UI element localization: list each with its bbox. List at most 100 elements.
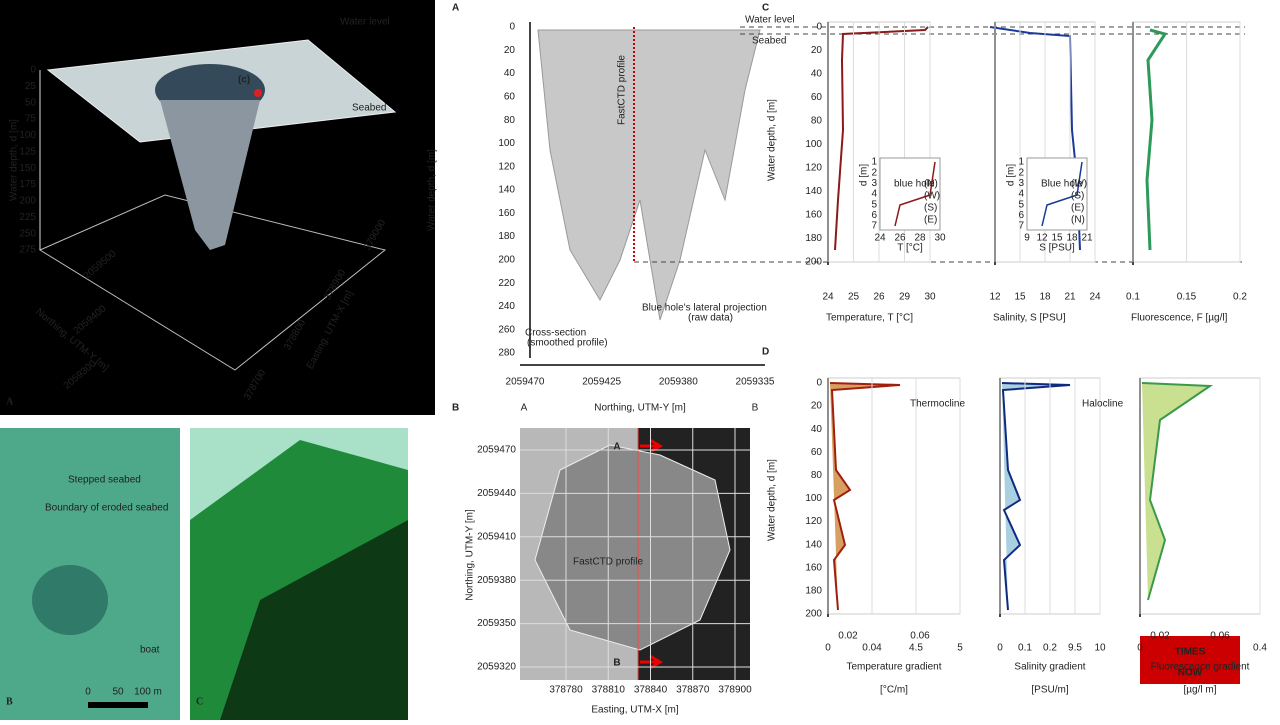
x-tick-label: 15 <box>1014 292 1026 303</box>
axis-label: [°C/m] <box>880 685 908 696</box>
watermark: TIMES <box>1175 647 1206 658</box>
x-tick-label: 30 <box>924 292 936 303</box>
y-tick-label: 80 <box>811 470 823 481</box>
x-tick-label: 15 <box>1051 233 1063 244</box>
label: (S) <box>924 203 937 214</box>
rock <box>220 520 408 720</box>
y-tick-label: 2059320 <box>477 662 516 673</box>
y-tick-label: 120 <box>498 161 515 172</box>
y-tick-label: 140 <box>498 185 515 196</box>
axis-label: Temperature, T [°C] <box>826 313 913 324</box>
y-tick-label: 25 <box>25 81 37 92</box>
label: Blue hole's lateral projection <box>642 303 767 314</box>
y-tick-label: 60 <box>811 447 823 458</box>
x-tick-label: 30 <box>934 233 946 244</box>
y-tick-label: 275 <box>19 245 36 256</box>
panel-label: B <box>452 403 459 414</box>
y-tick-label: 175 <box>19 179 36 190</box>
y-tick-label: 2059350 <box>477 618 516 629</box>
x-tick-label: 0.1 <box>1126 292 1140 303</box>
x-tick-label: 378840 <box>634 685 668 696</box>
label: B <box>752 403 759 414</box>
panel-label: C <box>762 3 769 14</box>
temp-profile <box>834 26 929 251</box>
label: (c) <box>238 75 250 86</box>
y-tick-label: 50 <box>25 97 37 108</box>
x-tick-label: 21 <box>1081 233 1093 244</box>
axis-label: [PSU/m] <box>1031 685 1068 696</box>
y-tick-label: 200 <box>805 609 822 620</box>
x-tick-label: 378780 <box>549 685 583 696</box>
axis-label: S [PSU] <box>1039 243 1075 254</box>
y-tick-label: 0 <box>30 65 36 76</box>
y-tick-label: 0 <box>816 378 822 389</box>
point-c <box>254 89 262 97</box>
panel-label: A <box>6 396 14 407</box>
x-tick-label: 12 <box>989 292 1001 303</box>
x-tick-label: 29 <box>899 292 911 303</box>
x-tick-label: 0.02 <box>1150 631 1170 642</box>
x-tick-label: 2059470 <box>506 377 545 388</box>
x-tick-label: 9.5 <box>1068 643 1082 654</box>
y-tick-label: 40 <box>811 424 823 435</box>
label: (W) <box>924 191 940 202</box>
y-tick-label: 200 <box>805 257 822 268</box>
y-tick-label: 240 <box>498 301 515 312</box>
x-tick-label: 0 <box>1137 643 1143 654</box>
y-tick-label: 180 <box>805 586 822 597</box>
y-tick-label: 220 <box>498 278 515 289</box>
y-tick-label: 2059470 <box>477 445 516 456</box>
axis-label: FastCTD profile <box>617 55 628 125</box>
x-tick-label: 24 <box>822 292 834 303</box>
axis-label: Fluorescence gradient <box>1151 662 1250 673</box>
temp-gradient <box>829 382 901 611</box>
y-tick-label: 20 <box>811 45 823 56</box>
label: Thermocline <box>910 399 965 410</box>
x-tick-label: 26 <box>894 233 906 244</box>
label: (N) <box>924 179 938 190</box>
x-tick-label: 9 <box>1024 233 1030 244</box>
label: blue hole <box>894 179 935 190</box>
y-tick-label: 100 <box>19 130 36 141</box>
label: (S) <box>1071 191 1084 202</box>
label: boat <box>140 645 160 656</box>
axis-label: Northing, UTM-Y [m] <box>465 509 476 601</box>
label: Water level <box>745 15 795 26</box>
fluor-gradient <box>1141 382 1214 601</box>
x-tick-label: 21 <box>1064 292 1076 303</box>
y-tick-label: 150 <box>19 163 36 174</box>
axis-label: Salinity, S [PSU] <box>993 313 1066 324</box>
y-tick-label: 2059380 <box>477 575 516 586</box>
label: 50 <box>112 687 124 698</box>
axis-label: Water depth, d [m] <box>767 459 778 541</box>
label: A <box>613 442 620 453</box>
plot-frame <box>827 377 961 615</box>
y-tick-label: 2 <box>871 167 877 178</box>
label: Halocline <box>1082 399 1124 410</box>
floor-grid <box>38 194 387 371</box>
x-tick-label: 0 <box>825 643 831 654</box>
y-tick-label: 40 <box>811 69 823 80</box>
y-tick-label: 7 <box>1018 221 1024 232</box>
y-tick-label: 3 <box>871 178 877 189</box>
axis-label: Water depth, d [m] <box>427 149 438 231</box>
x-tick-label: 18 <box>1039 292 1051 303</box>
x-tick-label: 0 <box>997 643 1003 654</box>
y-tick-label: 4 <box>1018 189 1024 200</box>
label: (E) <box>924 215 937 226</box>
y-tick-label: 3 <box>1018 178 1024 189</box>
y-tick-label: 6 <box>1018 210 1024 221</box>
inset-line <box>894 161 936 227</box>
axis-label: Easting, UTM-X [m] <box>591 705 678 716</box>
y-tick-label: 75 <box>25 114 37 125</box>
label: Seabed <box>352 103 386 114</box>
panel-label: A <box>452 3 459 14</box>
label: A <box>521 403 528 414</box>
label: (W) <box>1071 179 1087 190</box>
sal-gradient <box>1001 382 1071 611</box>
panel-label: C <box>196 696 203 707</box>
axis-label: Northing, UTM-Y [m] <box>594 403 686 414</box>
y-tick-label: 200 <box>19 196 36 207</box>
x-tick-label: 12 <box>1036 233 1048 244</box>
x-tick-label: 0.15 <box>1177 292 1197 303</box>
